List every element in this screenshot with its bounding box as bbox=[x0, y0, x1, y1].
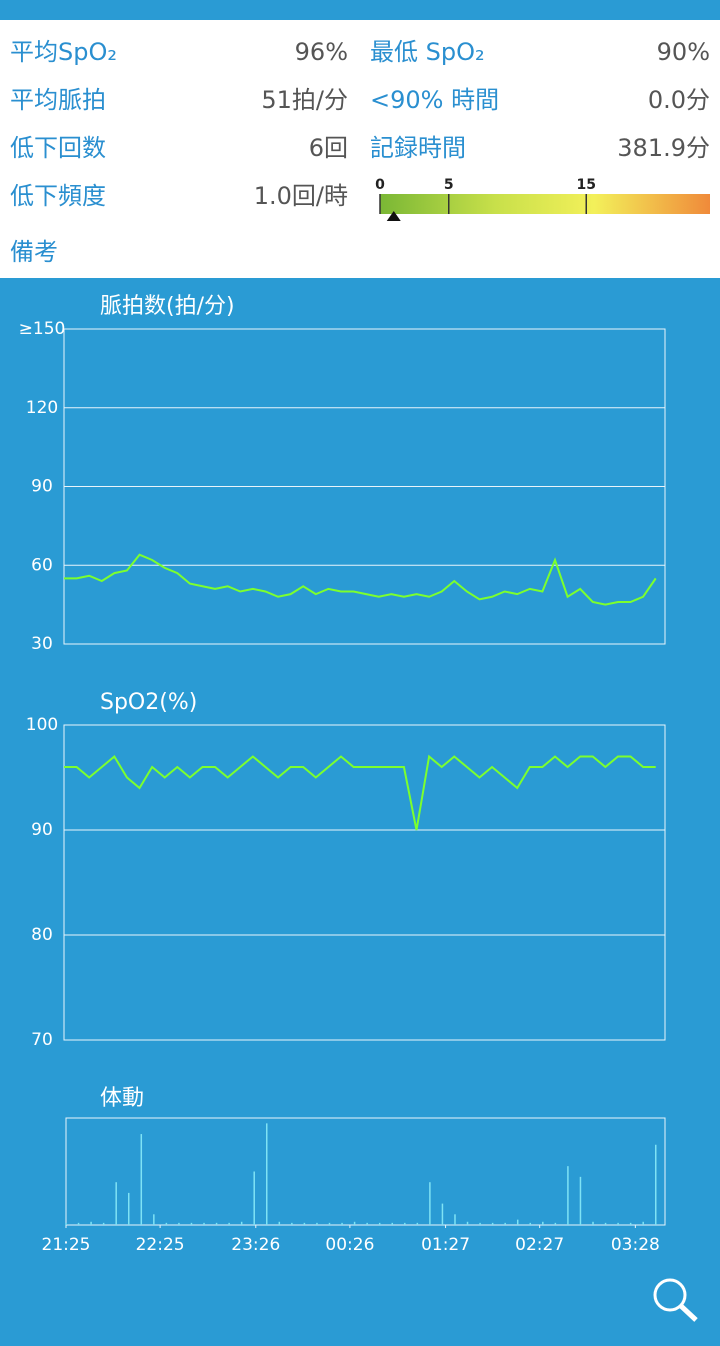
stat-value: 381.9分 bbox=[617, 134, 710, 162]
stat-label: 平均SpO₂ bbox=[10, 38, 117, 66]
x-tick-label: 01:27 bbox=[421, 1235, 470, 1255]
y-tick-label: 80 bbox=[31, 925, 53, 945]
stat-value: 90% bbox=[656, 38, 710, 66]
y-tick-label: ≥150 bbox=[19, 319, 66, 339]
zoom-button[interactable] bbox=[653, 1278, 698, 1322]
y-tick-label: 120 bbox=[26, 398, 58, 418]
x-tick-label: 23:26 bbox=[231, 1235, 280, 1255]
y-tick-label: 90 bbox=[31, 820, 53, 840]
y-tick-label: 90 bbox=[31, 477, 53, 497]
scale-tick-label: 5 bbox=[444, 177, 454, 193]
stat-label: 最低 SpO₂ bbox=[370, 38, 485, 66]
stat-value: 51拍/分 bbox=[261, 86, 348, 114]
y-tick-label: 100 bbox=[26, 715, 58, 735]
stat-label: <90% 時間 bbox=[370, 86, 500, 114]
scale-tick-label: 15 bbox=[577, 177, 596, 193]
stat-value: 0.0分 bbox=[647, 86, 710, 114]
stat-label: 低下頻度 bbox=[10, 182, 106, 210]
scale-tick-label: 0 bbox=[375, 177, 385, 193]
stat-value: 96% bbox=[294, 38, 348, 66]
stat-label: 平均脈拍 bbox=[10, 86, 106, 114]
summary-panel: 平均SpO₂ 96% 平均脈拍 51拍/分 低下回数 6回 低下頻度 1.0回/… bbox=[0, 20, 720, 278]
x-tick-label: 21:25 bbox=[42, 1235, 91, 1255]
chart-title: 脈拍数(拍/分) bbox=[100, 294, 235, 319]
stat-label: 記録時間 bbox=[370, 134, 466, 162]
chart-title: SpO2(%) bbox=[100, 690, 197, 715]
x-tick-label: 02:27 bbox=[515, 1235, 564, 1255]
stat-label: 低下回数 bbox=[10, 134, 106, 162]
data-line bbox=[64, 553, 657, 606]
x-tick-label: 03:28 bbox=[611, 1235, 660, 1255]
app-bar bbox=[0, 0, 720, 20]
remarks-label: 備考 bbox=[10, 238, 58, 266]
plot-frame bbox=[65, 1117, 666, 1226]
x-tick-label: 22:25 bbox=[136, 1235, 185, 1255]
odi-scale-bar bbox=[380, 194, 710, 214]
scale-marker bbox=[386, 211, 401, 221]
stat-value: 1.0回/時 bbox=[253, 182, 348, 210]
y-tick-label: 70 bbox=[31, 1030, 53, 1050]
plot-frame bbox=[63, 724, 666, 1041]
y-tick-label: 60 bbox=[31, 555, 53, 575]
x-tick-label: 00:26 bbox=[325, 1235, 374, 1255]
stat-value: 6回 bbox=[308, 134, 348, 162]
data-line bbox=[64, 754, 656, 831]
chart-title: 体動 bbox=[100, 1086, 144, 1111]
y-tick-label: 30 bbox=[31, 634, 53, 654]
